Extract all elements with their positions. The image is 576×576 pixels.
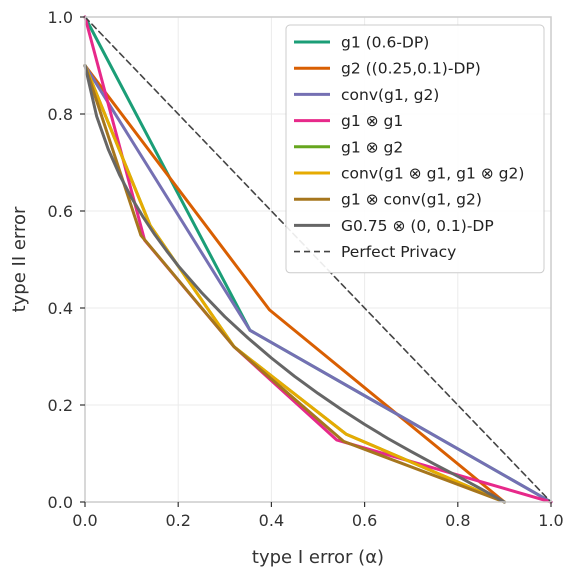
y-tick-label: 0.6 [48,202,73,221]
y-tick-label: 0.0 [48,493,73,512]
y-tick-label: 0.2 [48,396,73,415]
x-tick-label: 0.4 [259,511,284,530]
legend-label: conv(g1 ⊗ g1, g1 ⊗ g2) [341,165,524,183]
y-tick-label: 0.4 [48,299,73,318]
series-line-2 [83,64,506,504]
x-axis-label: type I error (α) [252,547,384,568]
ticks: 0.0 0.2 0.4 0.6 0.8 1.0 0.0 0.2 0.4 0.6 0.8 1.0 [48,8,564,530]
legend-label: Perfect Privacy [341,243,456,261]
plot-frame [84,16,552,503]
legend-label: conv(g1, g2) [341,86,439,104]
legend-label: g1 (0.6-DP) [341,34,429,52]
x-tick-label: 0.6 [352,511,377,530]
legend: g1 (0.6-DP) g2 ((0.25,0.1)-DP) conv(g1, g2… [285,24,545,274]
x-tick-label: 0.0 [72,511,97,530]
legend-label: g1 ⊗ conv(g1, g2) [341,191,482,209]
y-tick-label: 0.8 [48,105,73,124]
y-axis-label: type II error [9,206,30,312]
legend-box [285,24,545,274]
legend-label: g2 ((0.25,0.1)-DP) [341,60,481,78]
series-line-8 [83,64,506,504]
x-tick-label: 0.2 [165,511,190,530]
series-line-3 [83,64,553,504]
x-tick-label: 0.8 [445,511,470,530]
y-tick-label: 1.0 [48,8,73,27]
legend-label: g1 ⊗ g2 [341,138,403,156]
x-tick-label: 1.0 [538,511,563,530]
legend-label: G0.75 ⊗ (0, 0.1)-DP [341,217,494,235]
series-layer [83,15,553,504]
legend-label: g1 ⊗ g1 [341,112,403,130]
